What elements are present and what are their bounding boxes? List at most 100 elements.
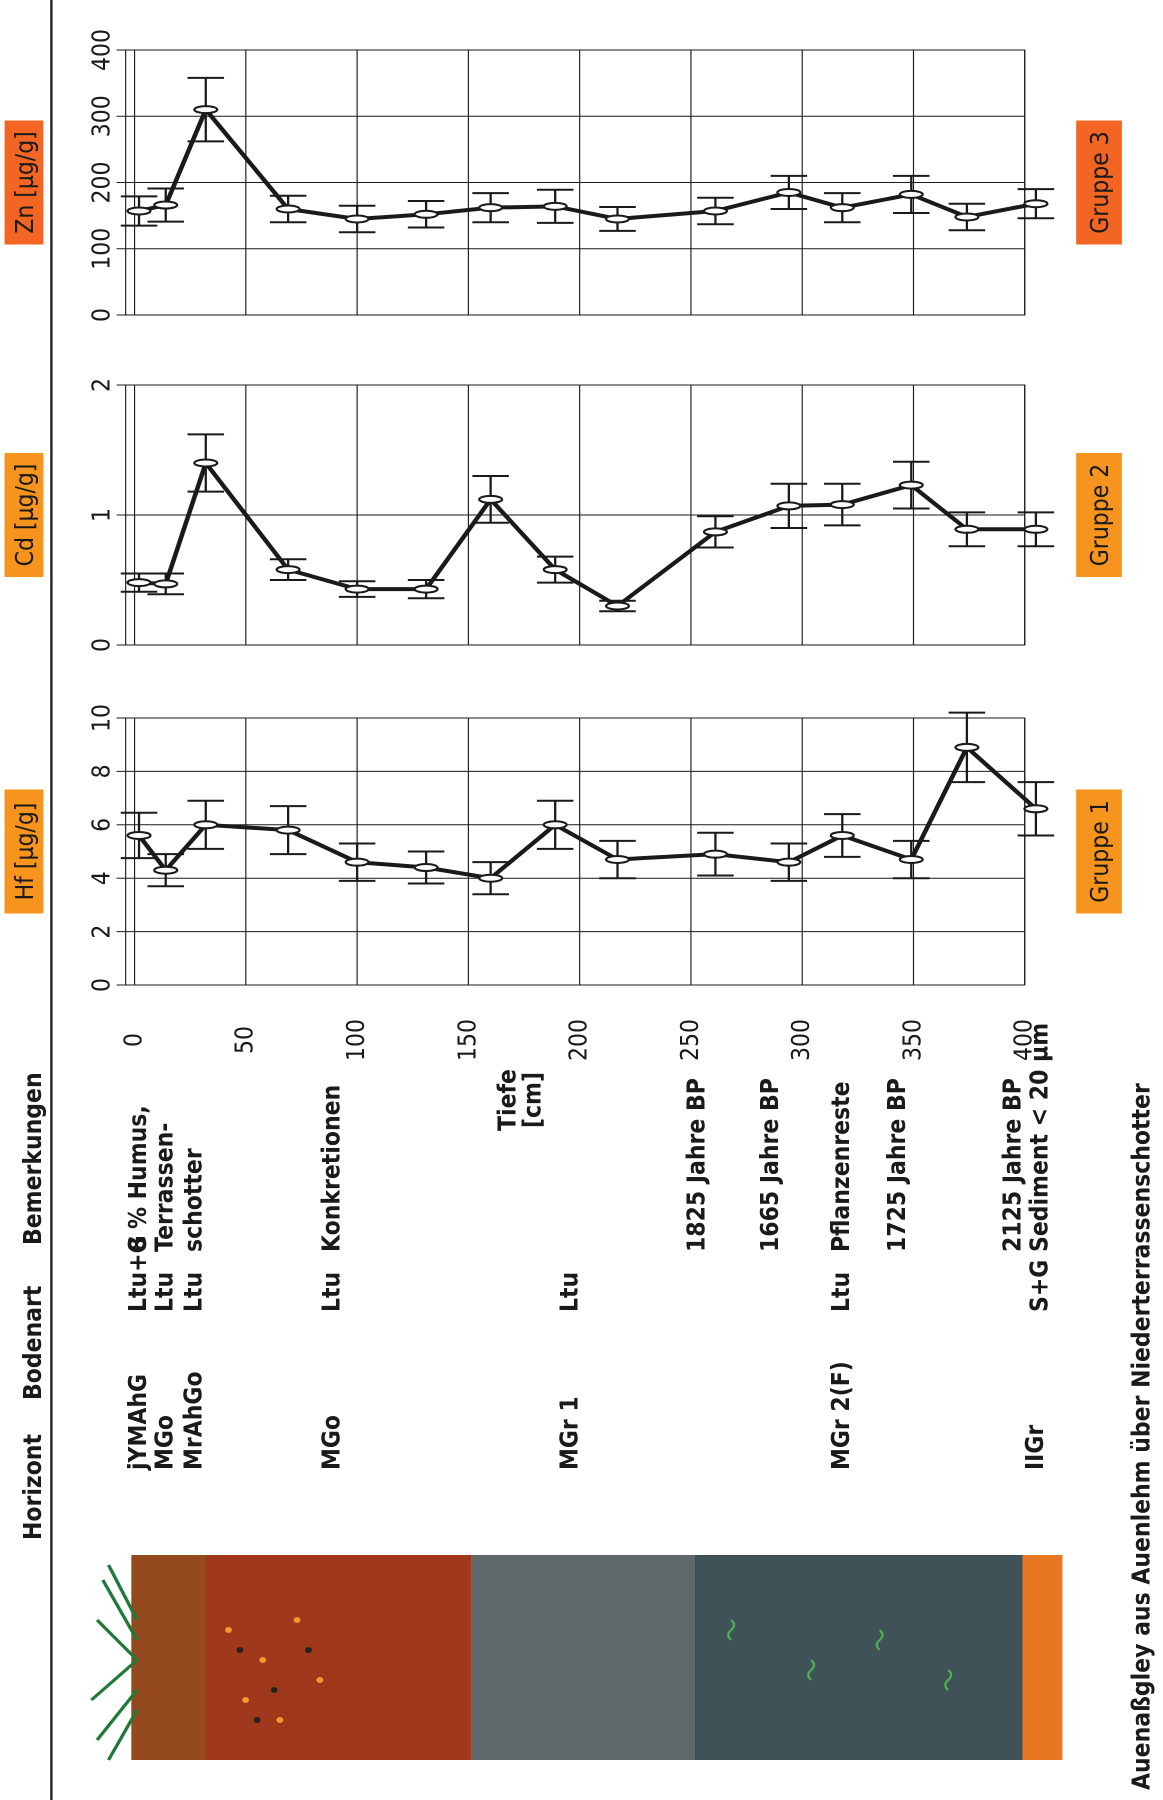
y-tick-label: 400 xyxy=(86,29,116,71)
marker xyxy=(153,579,179,589)
group-label: Gruppe 3 xyxy=(1085,131,1115,233)
profile-bemerkungen: Konkretionen xyxy=(316,1085,346,1252)
profile-horizont: MGr 2(F) xyxy=(826,1361,856,1470)
y-tick-label: 2 xyxy=(86,378,116,392)
dots xyxy=(236,1647,312,1723)
marker xyxy=(478,494,504,504)
marker xyxy=(829,203,855,213)
profile-horizont: MGr 1 xyxy=(554,1396,584,1470)
marker xyxy=(275,825,301,835)
layer xyxy=(471,1555,695,1760)
marker xyxy=(776,187,802,197)
marker xyxy=(413,209,439,219)
profile-bemerkungen: schotter xyxy=(178,1148,208,1252)
x-tick-label: 150 xyxy=(452,1019,482,1061)
title-box xyxy=(4,789,44,914)
profile-bodenart: Ltu xyxy=(178,1272,208,1312)
group-label: Gruppe 1 xyxy=(1085,800,1115,902)
profile-horizont: IIGr xyxy=(1019,1424,1049,1470)
marker xyxy=(829,830,855,840)
marker xyxy=(275,204,301,214)
dots xyxy=(225,1617,324,1723)
layer xyxy=(694,1555,1023,1760)
x-tick-label: 350 xyxy=(897,1019,927,1061)
group-box xyxy=(1076,120,1122,245)
title-box xyxy=(4,120,44,245)
x-tick-label: 400 xyxy=(1008,1019,1038,1061)
marker xyxy=(344,214,370,224)
x-tick-label: 0 xyxy=(118,1033,148,1047)
data-line xyxy=(138,105,1037,221)
grass xyxy=(90,1564,139,1761)
y-tick-label: 10 xyxy=(86,704,116,732)
marker xyxy=(954,742,980,752)
chart-title: Zn [µg/g] xyxy=(10,131,40,233)
marker xyxy=(1023,804,1049,814)
x-axis-label: Tiefe xyxy=(492,1069,522,1131)
y-tick-label: 100 xyxy=(86,228,116,270)
marker xyxy=(604,214,631,224)
profile-bodenart: Ltu xyxy=(826,1272,856,1312)
profile-horizont: MGo xyxy=(316,1415,346,1470)
marker xyxy=(478,203,504,213)
y-tick-label: 8 xyxy=(86,764,116,778)
marker xyxy=(702,206,728,216)
marker xyxy=(344,584,370,594)
profile-bemerkungen: 8 % Humus, xyxy=(123,1105,153,1252)
marker xyxy=(1023,199,1049,209)
group-label: Gruppe 2 xyxy=(1085,464,1115,566)
marker xyxy=(542,820,568,830)
marker xyxy=(954,524,980,534)
y-tick-label: 1 xyxy=(86,508,116,522)
marker xyxy=(126,206,152,216)
profile-bemerkungen: 1665 Jahre BP xyxy=(755,1078,785,1252)
profile-bodenart: Ltu xyxy=(554,1272,584,1312)
marker xyxy=(153,865,179,875)
marker xyxy=(898,855,924,865)
marker xyxy=(604,601,631,611)
marker xyxy=(604,855,631,865)
y-tick-label: 0 xyxy=(86,978,116,992)
profile-horizont: jYMAhG xyxy=(123,1374,153,1471)
marker xyxy=(275,565,301,575)
chart-title: Hf [µg/g] xyxy=(10,803,40,901)
x-tick-label: 50 xyxy=(229,1026,259,1054)
soil-column xyxy=(90,1555,1063,1761)
profile-horizont: MrAhGo xyxy=(178,1371,208,1470)
chart-title: Cd [µg/g] xyxy=(10,464,40,567)
header: Bodenart xyxy=(18,1286,48,1400)
y-tick-label: 200 xyxy=(86,162,116,204)
profile-bemerkungen: 1825 Jahre BP xyxy=(681,1078,711,1252)
marker xyxy=(898,480,924,490)
caption: Auenaßgley aus Auenlehm über Niederterra… xyxy=(1126,1083,1156,1790)
profile-horizont: MGo xyxy=(149,1415,179,1470)
profile-bodenart: Ltu xyxy=(316,1272,346,1312)
marker xyxy=(702,849,728,859)
marker xyxy=(776,501,802,511)
y-tick-label: 4 xyxy=(86,871,116,885)
x-tick-label: 200 xyxy=(563,1019,593,1061)
x-tick-label: 300 xyxy=(786,1019,816,1061)
marker xyxy=(1023,524,1049,534)
profile-bodenart: S+G xyxy=(1024,1260,1054,1312)
header: Bemerkungen xyxy=(18,1072,48,1245)
y-tick-label: 2 xyxy=(86,925,116,939)
title-box xyxy=(4,453,44,577)
marker xyxy=(413,584,439,594)
y-tick-label: 6 xyxy=(86,818,116,832)
marker xyxy=(193,105,219,115)
profile-bemerkungen: 2125 Jahre BP xyxy=(997,1078,1027,1252)
profile-bemerkungen: Sediment < 20 µm xyxy=(1024,1023,1054,1252)
group-box xyxy=(1076,789,1122,914)
profile-bodenart: Ltu+G xyxy=(123,1235,153,1312)
marker xyxy=(542,565,568,575)
plant-remains xyxy=(727,1619,953,1691)
marker xyxy=(829,500,855,510)
marker xyxy=(344,857,370,867)
profile-bemerkungen: Pflanzenreste xyxy=(826,1081,856,1252)
profile-bemerkungen: 1725 Jahre BP xyxy=(881,1078,911,1252)
marker xyxy=(126,830,152,840)
y-tick-label: 0 xyxy=(86,638,116,652)
marker xyxy=(193,820,219,830)
group-box xyxy=(1076,453,1122,577)
